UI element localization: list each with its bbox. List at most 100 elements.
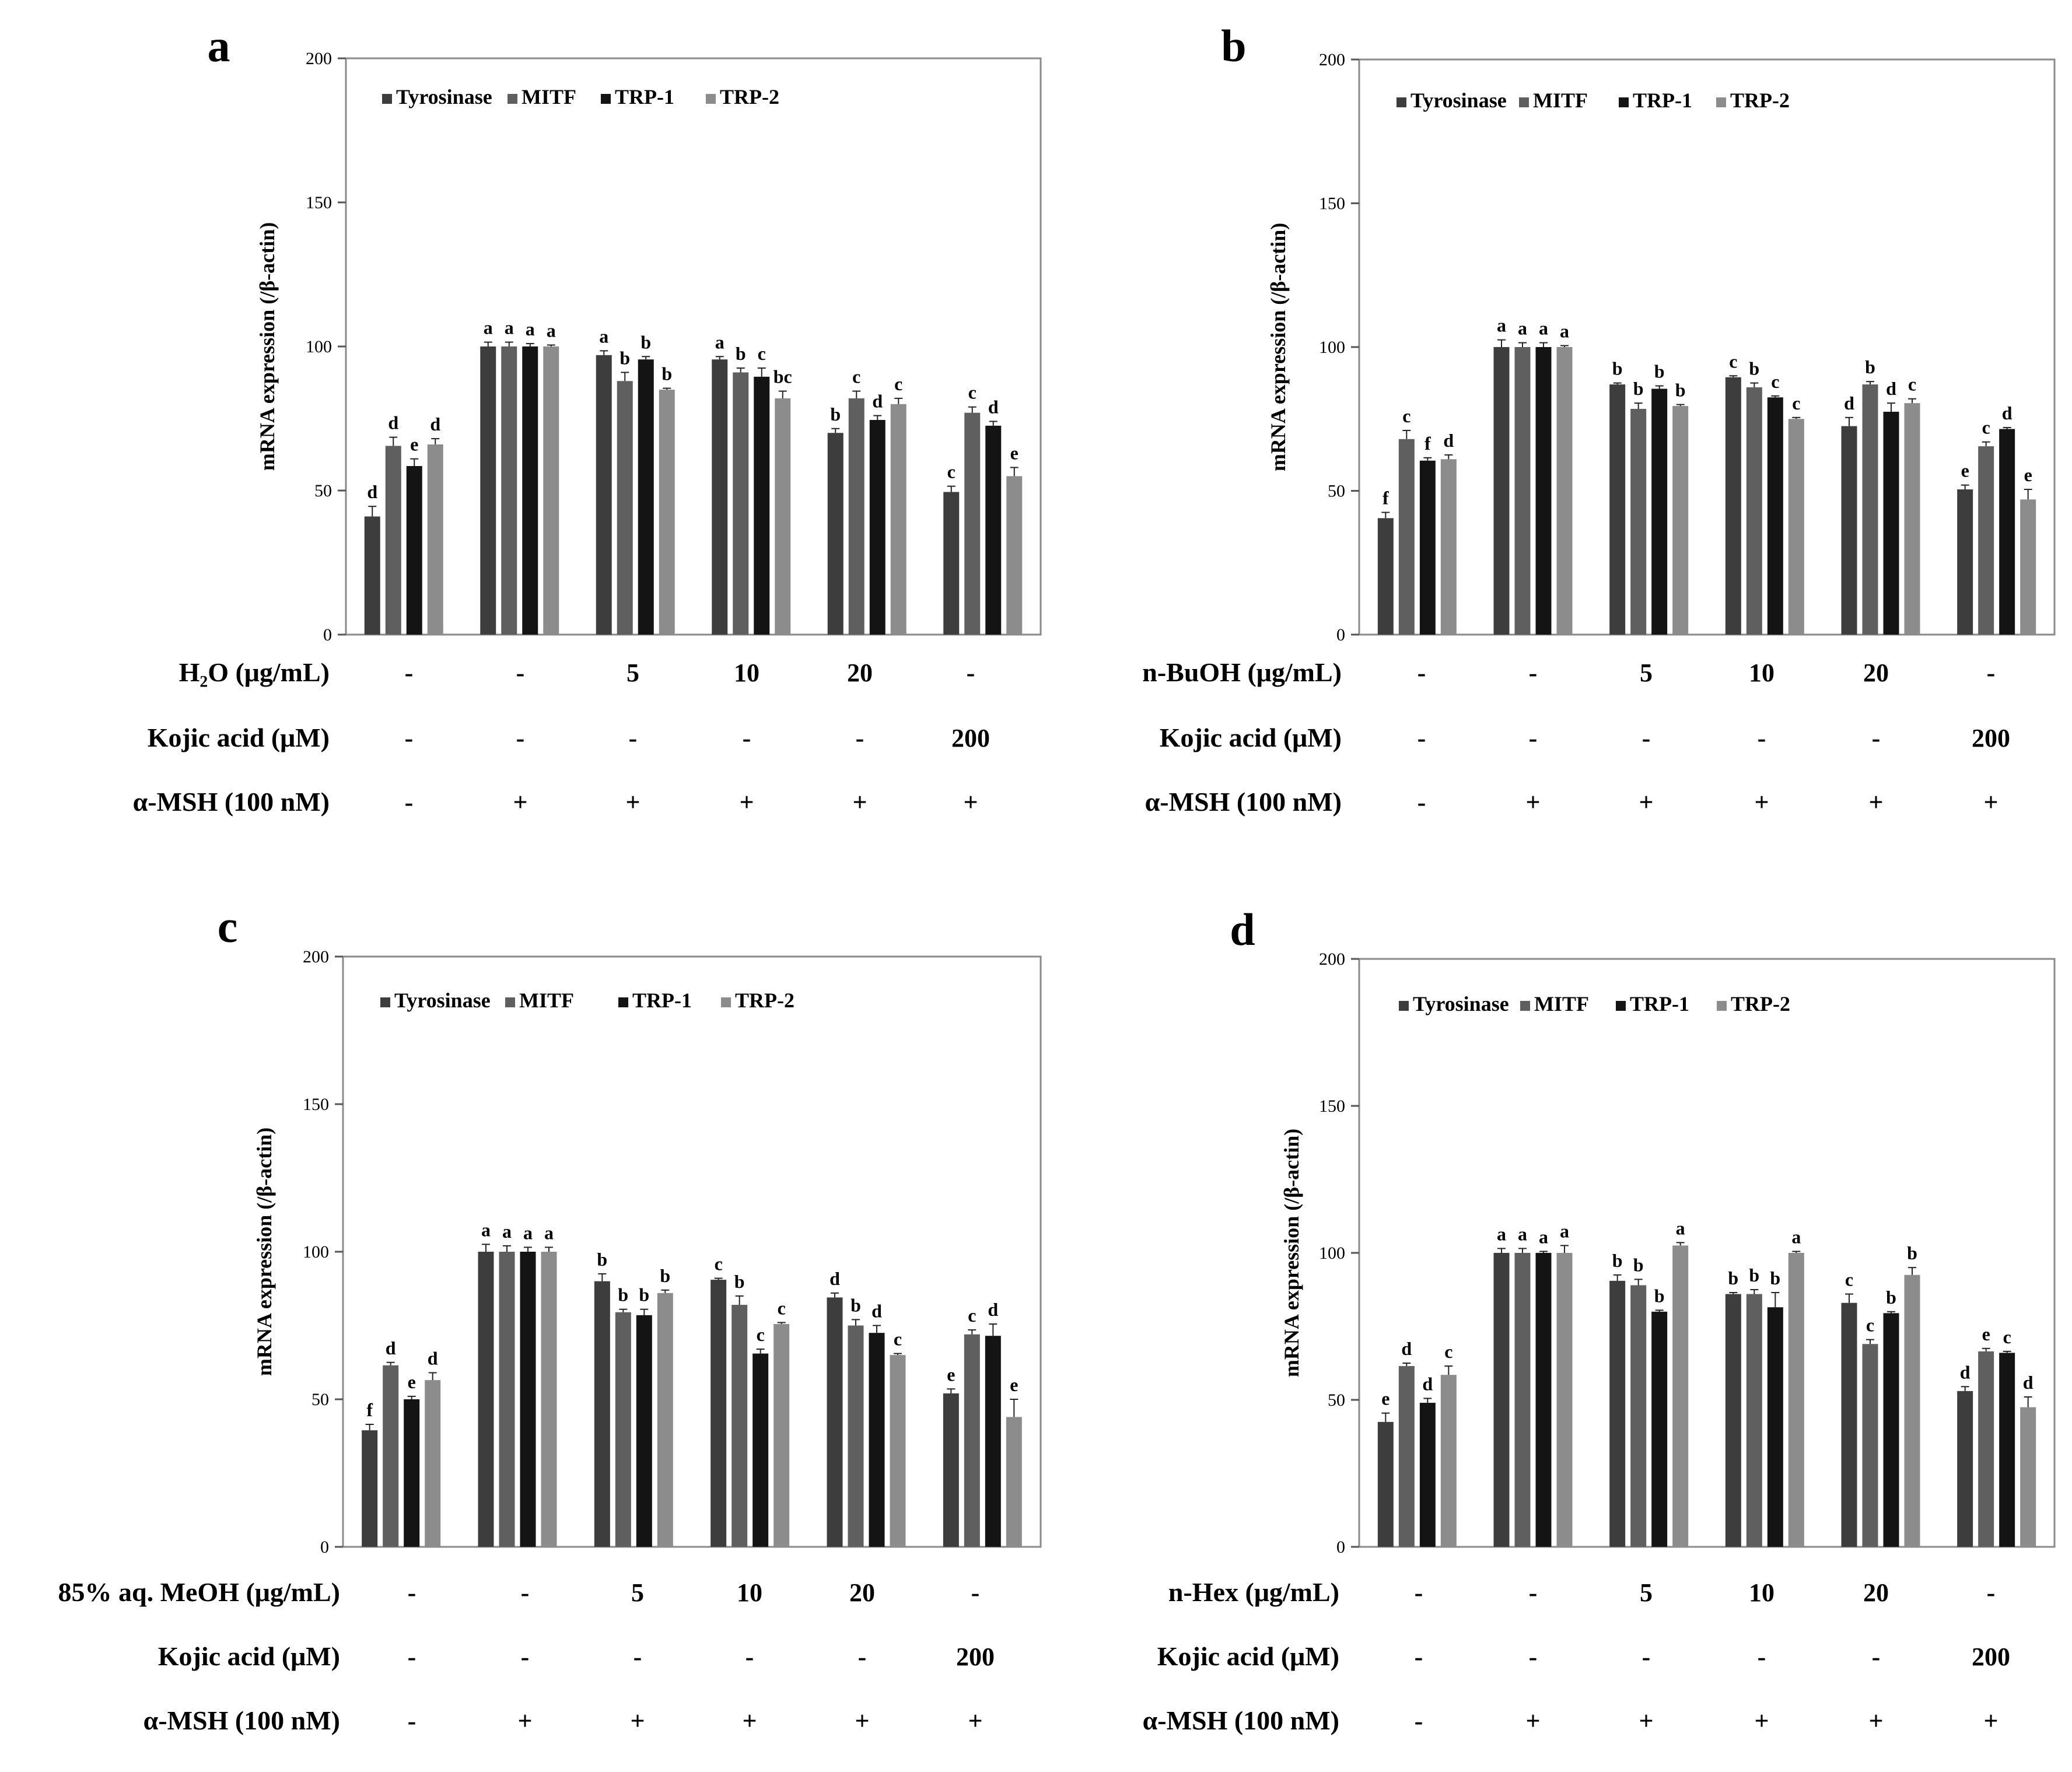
treatment-value: - [408,1643,416,1671]
bar-tyrosinase-6 [943,492,960,635]
treatment-value: - [1872,1643,1881,1671]
significance-letter: e [1982,1323,1990,1344]
bar-trp-1-5 [1883,411,1899,635]
y-tick-label: 100 [306,337,332,356]
bar-mitf-6 [1978,446,1994,635]
treatment-value: - [1529,1578,1538,1607]
bar-trp-2-3 [1672,406,1689,635]
significance-letter: a [1497,315,1506,336]
bar-trp-1-6 [985,1336,1001,1547]
significance-letter: b [660,1265,670,1286]
treatment-value: 200 [956,1643,995,1671]
bar-tyrosinase-4 [1725,377,1741,635]
treatment-value: + [1754,788,1769,817]
bar-tyrosinase-6 [943,1393,959,1547]
treatment-value: 200 [951,724,990,752]
bar-mitf-6 [964,412,981,635]
legend-swatch [1520,1001,1530,1011]
bar-trp-2-1 [1440,459,1457,635]
treatment-value: - [1758,724,1766,752]
significance-letter: c [1908,374,1916,395]
significance-letter: b [597,1249,607,1270]
treatment-value: - [1529,1643,1538,1671]
bar-mitf-5 [1862,1344,1878,1547]
treatment-value: - [521,1643,530,1671]
bar-trp-1-1 [406,466,422,635]
treatment-value: 20 [1863,1578,1889,1607]
treatment-value: 5 [1640,659,1653,687]
legend-label: TRP-2 [1731,992,1790,1015]
treatment-value: + [1754,1707,1769,1735]
legend-swatch [1399,1001,1409,1011]
significance-letter: a [484,317,493,338]
bar-mitf-6 [964,1334,980,1547]
significance-letter: b [662,363,672,384]
bar-trp-1-6 [1999,429,2015,635]
bar-trp-1-5 [869,419,886,635]
treatment-value: 20 [849,1578,875,1607]
panel-letter: b [1221,20,1246,71]
legend-swatch [721,997,731,1007]
bar-trp-2-2 [1556,1253,1573,1547]
significance-letter: f [366,1399,373,1420]
bar-trp-2-6 [1006,1417,1022,1547]
legend-label: Tyrosinase [1413,992,1509,1015]
significance-letter: e [1961,460,1969,481]
bar-tyrosinase-1 [364,516,380,635]
panel-letter: a [208,20,230,71]
significance-letter: a [1518,318,1527,339]
treatment-value: - [634,1643,642,1671]
bar-trp-2-5 [890,1355,906,1547]
bar-trp-2-3 [657,1293,673,1547]
treatment-value: + [968,1707,982,1735]
significance-letter: c [715,1253,723,1274]
bar-trp-1-1 [1419,460,1436,635]
significance-letter: d [1443,430,1454,451]
treatment-value: 20 [847,659,873,687]
y-axis-label: mRNA expression (/β-actin) [1266,223,1290,471]
significance-letter: d [1960,1361,1971,1382]
significance-letter: b [1654,1285,1665,1306]
bar-tyrosinase-5 [827,433,844,635]
y-tick-label: 100 [1319,1244,1345,1263]
significance-letter: b [1770,1267,1780,1288]
significance-letter: bc [774,366,792,387]
treatment-value: + [1868,1707,1883,1735]
treatment-label: α-MSH (100 nM) [1145,787,1342,817]
treatment-label: α-MSH (100 nM) [144,1706,340,1735]
treatment-value: - [1987,1578,1996,1607]
treatment-value: + [1983,788,1998,817]
y-tick-label: 0 [323,625,332,645]
treatment-value: - [408,1707,416,1735]
significance-letter: d [388,412,398,433]
bar-tyrosinase-2 [480,346,496,635]
legend-swatch [1616,1001,1626,1011]
significance-letter: e [408,1371,416,1392]
treatment-value: - [1415,1643,1423,1671]
bar-trp-2-2 [541,1252,557,1547]
significance-letter: d [1422,1373,1433,1394]
bar-trp-1-4 [754,376,770,635]
significance-letter: b [1675,380,1686,401]
y-tick-label: 150 [303,1095,329,1114]
treatment-value: - [856,724,864,752]
bar-tyrosinase-5 [1841,1302,1857,1547]
treatment-label: Kojic acid (μM) [1157,1641,1339,1671]
significance-letter: c [1866,1315,1874,1336]
significance-letter: b [620,347,630,368]
significance-letter: b [734,1271,745,1292]
treatment-value: + [855,1707,869,1735]
legend-label: Tyrosinase [1410,89,1507,112]
treatment-label: Kojic acid (μM) [148,723,330,752]
y-tick-label: 100 [1319,338,1345,357]
y-tick-label: 0 [320,1538,329,1557]
treatment-label: α-MSH (100 nM) [133,787,330,817]
significance-letter: f [1382,487,1389,508]
bar-tyrosinase-6 [1957,1391,1973,1547]
legend-swatch [618,997,628,1007]
bar-tyrosinase-5 [1841,426,1857,635]
bar-tyrosinase-2 [1493,347,1510,635]
bar-trp-1-4 [1767,397,1783,635]
significance-letter: b [640,331,651,352]
bar-trp-1-1 [404,1399,420,1547]
